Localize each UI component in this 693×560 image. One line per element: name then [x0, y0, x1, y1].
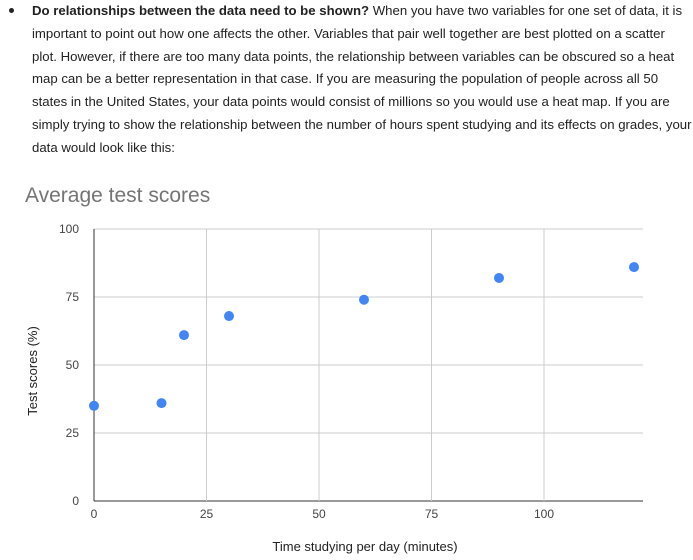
- data-point: [89, 400, 99, 411]
- bullet-body: When you have two variables for one set …: [32, 3, 692, 155]
- bullet-heading: Do relationships between the data need t…: [32, 3, 370, 18]
- y-tick-label: 50: [66, 358, 80, 372]
- x-tick-label: 75: [425, 507, 439, 521]
- y-axis-title: Test scores (%): [25, 326, 40, 416]
- chart-title: Average test scores: [25, 184, 211, 207]
- data-point: [156, 398, 167, 409]
- bullet-paragraph: Do relationships between the data need t…: [32, 0, 692, 160]
- y-tick-label: 100: [59, 222, 79, 236]
- y-tick-label: 0: [72, 494, 79, 508]
- data-point: [224, 311, 234, 322]
- y-tick-label: 25: [66, 426, 80, 440]
- x-tick-label: 0: [91, 507, 98, 521]
- x-tick-label: 25: [200, 507, 214, 521]
- data-point: [179, 330, 189, 341]
- x-tick-label: 100: [534, 507, 554, 521]
- y-tick-label: 75: [66, 290, 80, 304]
- x-tick-label: 50: [312, 507, 326, 521]
- data-point: [359, 294, 369, 305]
- data-point: [629, 262, 639, 273]
- data-point: [494, 272, 504, 283]
- x-axis-title: Time studying per day (minutes): [272, 539, 457, 554]
- bullet-marker: [9, 8, 14, 13]
